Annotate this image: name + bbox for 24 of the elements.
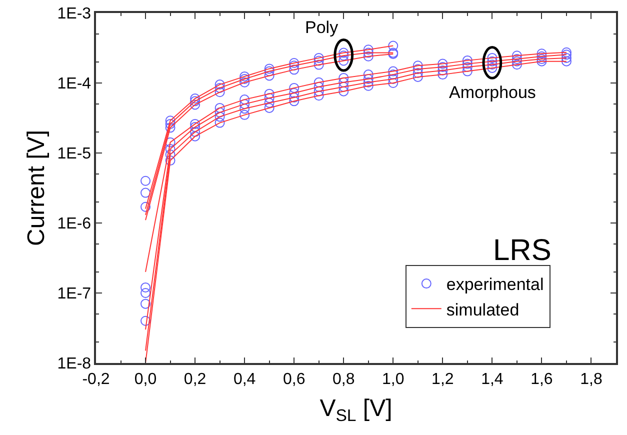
x-tick-label: 0,6 [282,370,306,388]
y-tick-label: 1E-4 [57,76,92,93]
x-tick-label: 1,2 [432,370,454,388]
legend-label: simulated [446,300,520,320]
x-tick-label: 1,0 [382,370,404,388]
y-tick-label: 1E-5 [57,146,92,163]
y-tick-label: 1E-6 [57,216,92,233]
x-tick-label: -0,2 [82,370,110,388]
y-axis-title: Current [V] [22,130,50,246]
x-tick-label: 0,0 [134,370,157,388]
x-tick-label: 1,4 [481,370,504,388]
y-tick-label: 1E-3 [57,6,92,23]
annotation: Poly [305,18,339,37]
x-axis-title: V$_{SL}$ [V] [320,394,392,425]
y-tick-label: 1E-7 [57,286,92,303]
annotation: LRS [493,234,552,267]
y-tick-label: 1E-8 [57,356,92,373]
x-tick-label: 1,8 [580,370,602,388]
x-tick-label: 1,6 [530,370,553,388]
annotation: Amorphous [449,83,536,102]
x-tick-label: 0,4 [233,370,256,388]
legend-label: experimental [446,275,544,294]
x-tick-label: 0,8 [332,370,355,388]
x-tick-label: 0,2 [184,370,206,388]
